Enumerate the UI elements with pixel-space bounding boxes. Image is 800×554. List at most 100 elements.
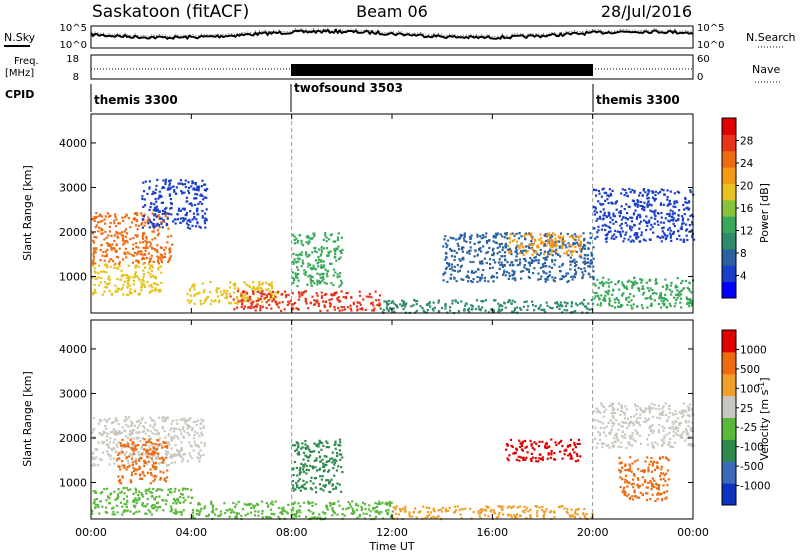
echo-cell	[141, 253, 144, 256]
echo-cell	[524, 458, 527, 461]
echo-cell	[337, 465, 340, 468]
echo-cell	[182, 428, 185, 431]
echo-cell	[136, 253, 139, 256]
echo-cell	[368, 292, 371, 296]
echo-cell	[108, 243, 111, 246]
echo-cell	[315, 459, 318, 462]
echo-cell	[291, 276, 295, 279]
echo-cell	[180, 511, 183, 514]
echo-cell	[117, 493, 120, 496]
echo-cell	[623, 417, 626, 420]
echo-cell	[665, 472, 668, 475]
echo-cell	[653, 485, 656, 488]
echo-cell	[93, 249, 96, 252]
echo-cell	[508, 505, 511, 508]
echo-cell	[646, 306, 649, 309]
echo-cell	[547, 453, 550, 456]
echo-cell	[116, 459, 119, 463]
echo-cell	[603, 296, 606, 300]
echo-cell	[644, 297, 647, 300]
echo-cell	[669, 284, 673, 287]
echo-cell	[607, 202, 610, 205]
echo-cell	[207, 515, 210, 518]
echo-cell	[171, 419, 174, 422]
echo-cell	[623, 207, 626, 211]
echo-cell	[531, 253, 534, 256]
echo-cell	[349, 307, 352, 310]
echo-cell	[532, 242, 535, 245]
echo-cell	[636, 305, 639, 308]
echo-cell	[619, 470, 623, 473]
echo-cell	[267, 288, 270, 291]
echo-cell	[249, 306, 252, 310]
echo-cell	[547, 253, 550, 256]
echo-cell	[625, 446, 628, 449]
echo-cell	[317, 265, 320, 268]
echo-cell	[686, 238, 689, 242]
echo-cell	[499, 303, 502, 307]
echo-cell	[684, 198, 687, 201]
echo-cell	[202, 419, 205, 422]
echo-cell	[141, 495, 145, 498]
echo-cell	[646, 419, 649, 422]
echo-cell	[167, 186, 170, 189]
echo-cell	[693, 238, 696, 241]
echo-cell	[295, 276, 298, 279]
echo-cell	[569, 438, 573, 441]
echo-cell	[374, 290, 377, 293]
echo-cell	[261, 293, 265, 296]
echo-cell	[94, 291, 97, 294]
echo-cell	[99, 220, 102, 223]
echo-cell	[126, 441, 129, 444]
echo-cell	[160, 221, 163, 224]
echo-cell	[548, 270, 551, 273]
echo-cell	[497, 261, 501, 264]
echo-cell	[332, 240, 335, 243]
x-axis-ticks: 00:00 04:00 08:00 12:00 16:00 20:00 00:00	[75, 114, 709, 539]
echo-cell	[109, 493, 112, 496]
echo-cell	[511, 506, 514, 509]
echo-cell	[265, 288, 268, 291]
echo-cell	[220, 293, 223, 296]
echo-cell	[472, 271, 476, 274]
echo-cell	[689, 230, 692, 233]
echo-cell	[127, 281, 130, 284]
echo-cell	[105, 435, 109, 438]
echo-cell	[584, 305, 588, 308]
echo-cell	[161, 461, 164, 464]
echo-cell	[667, 478, 670, 481]
echo-cell	[662, 410, 665, 413]
echo-cell	[101, 442, 104, 445]
echo-cell	[617, 279, 620, 283]
echo-cell	[193, 215, 196, 219]
echo-cell	[203, 183, 206, 186]
echo-cell	[620, 192, 623, 195]
colorbar-tick-label: 12	[740, 226, 753, 238]
echo-cell	[137, 224, 140, 227]
echo-cell	[668, 302, 671, 305]
echo-cell	[106, 495, 110, 498]
echo-cell	[341, 471, 344, 474]
echo-cell	[268, 516, 271, 519]
echo-cell	[169, 255, 172, 258]
echo-cell	[446, 244, 449, 247]
echo-cell	[654, 499, 657, 503]
echo-cell	[512, 239, 515, 242]
echo-cell	[111, 243, 114, 246]
echo-cell	[315, 444, 318, 448]
echo-cell	[618, 288, 621, 291]
echo-cell	[664, 479, 667, 483]
echo-cell	[688, 281, 691, 285]
echo-cell	[125, 232, 128, 235]
colorbar-swatch	[722, 216, 736, 234]
echo-cell	[631, 307, 634, 310]
echo-cell	[184, 422, 187, 425]
echo-cell	[497, 505, 500, 508]
echo-cell	[233, 308, 236, 311]
echo-cell	[257, 514, 260, 517]
echo-cell	[325, 479, 328, 482]
echo-cell	[648, 238, 651, 241]
echo-cell	[149, 482, 152, 485]
echo-cell	[551, 241, 554, 244]
echo-cell	[394, 512, 397, 515]
